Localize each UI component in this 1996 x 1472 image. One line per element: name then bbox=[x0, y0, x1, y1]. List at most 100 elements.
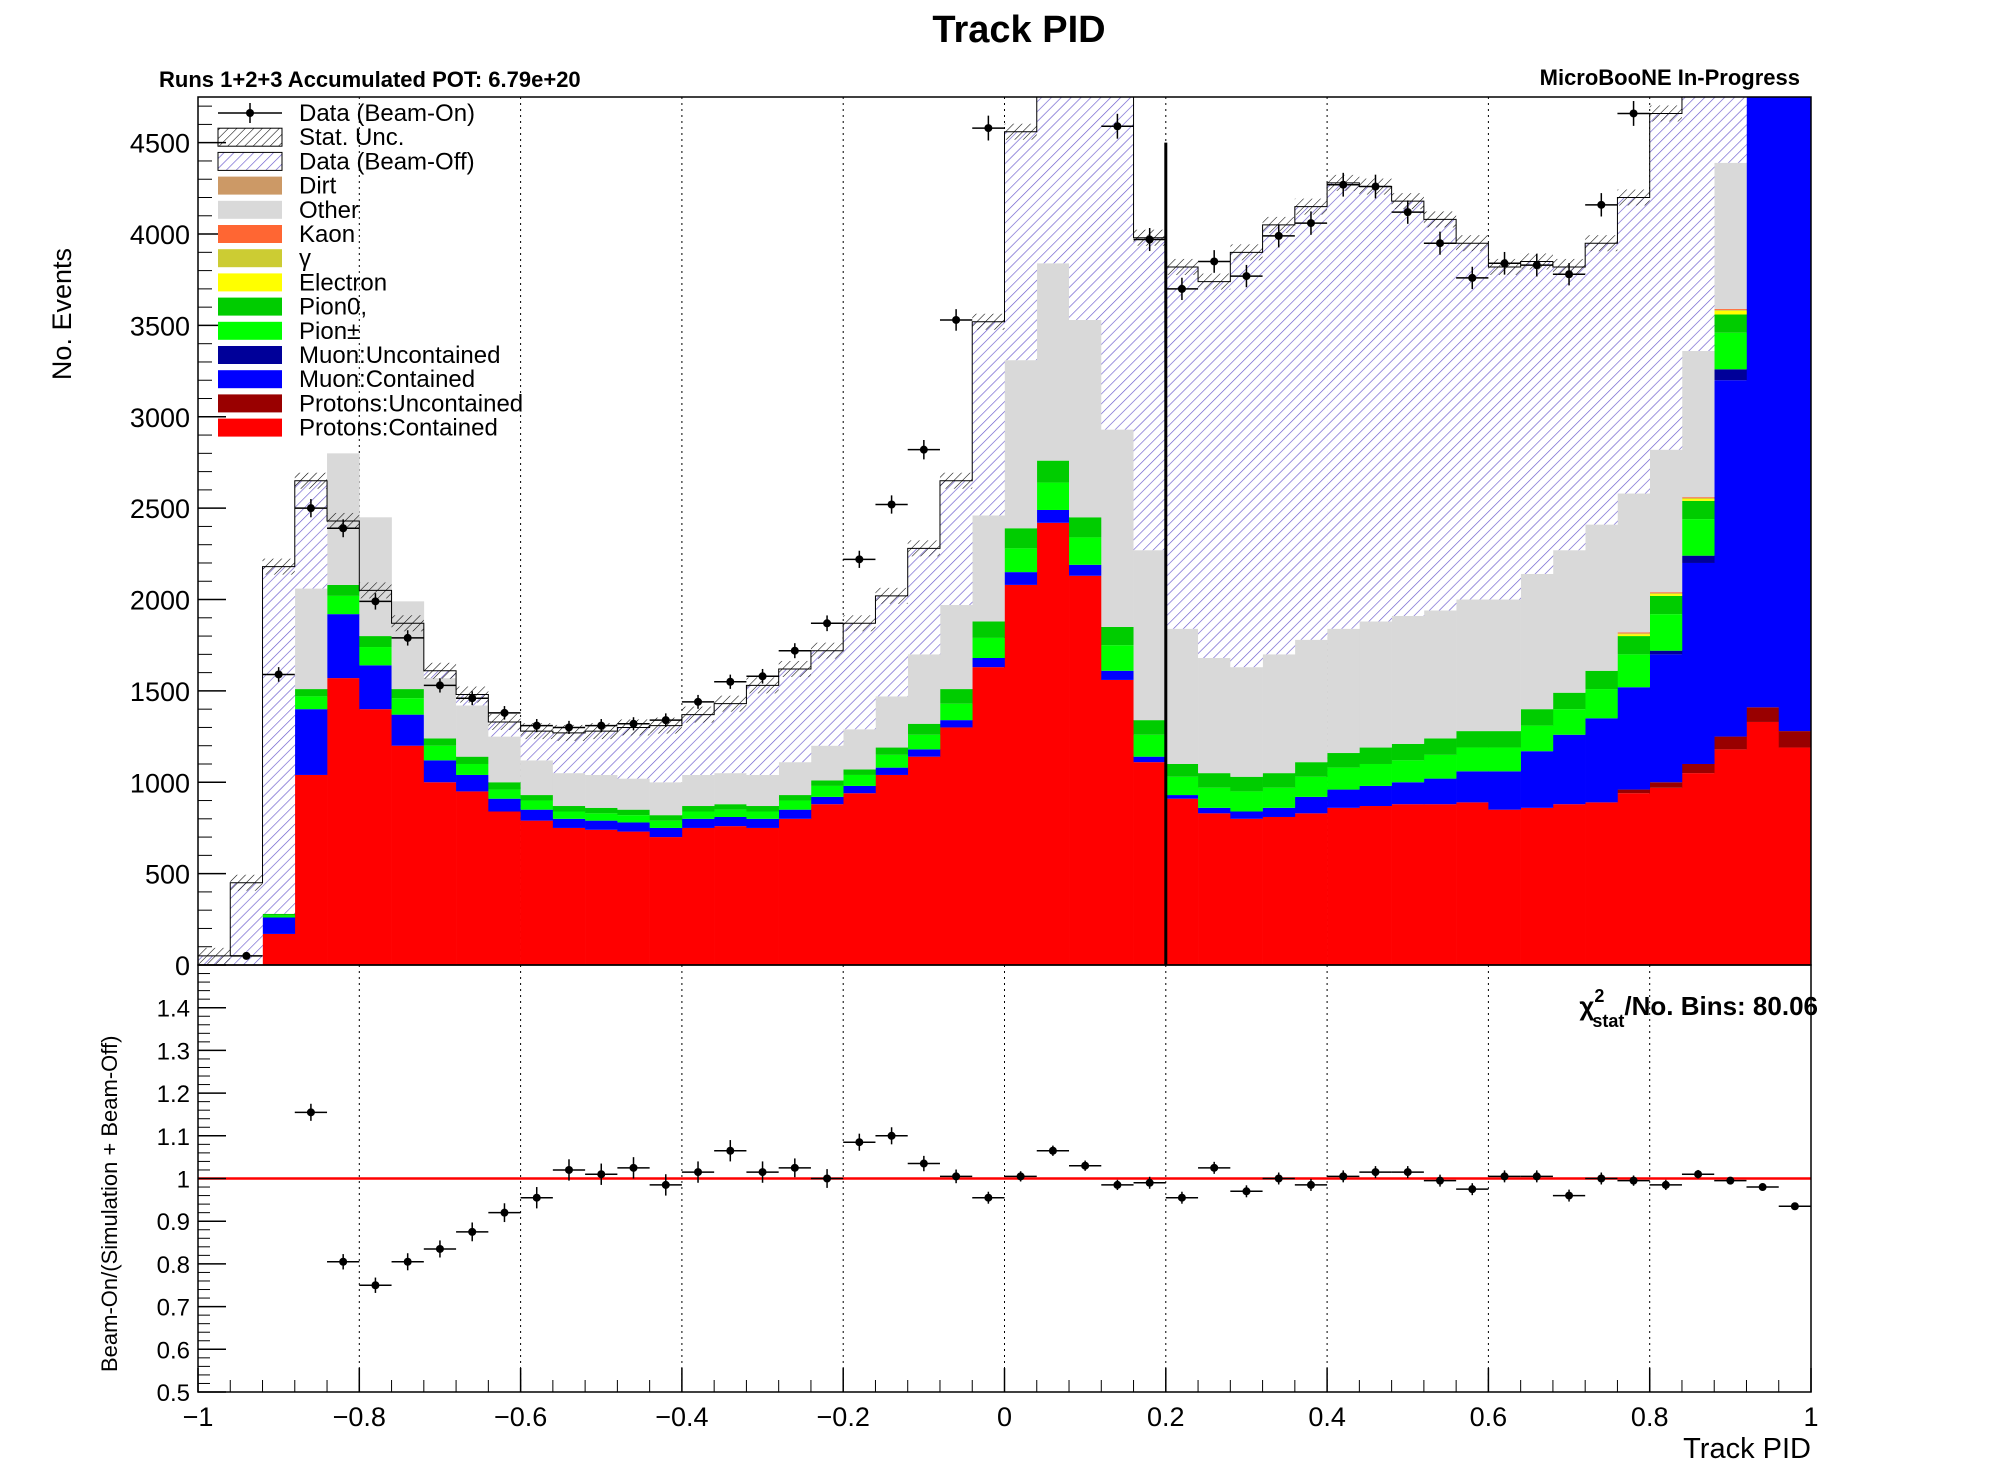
bar-pion- bbox=[810, 785, 844, 797]
x-tick-label: 0.8 bbox=[1631, 1402, 1669, 1432]
bar-pion0- bbox=[423, 738, 457, 746]
bar-pion- bbox=[1488, 747, 1521, 772]
data-point bbox=[875, 495, 908, 514]
bar-pion0- bbox=[294, 689, 328, 697]
bar-muon-contained bbox=[972, 658, 1005, 668]
x-tick-label: 0 bbox=[997, 1402, 1012, 1432]
data-point bbox=[1585, 193, 1618, 217]
data-point bbox=[681, 694, 715, 709]
bar-other bbox=[1488, 599, 1521, 732]
bar-beam-off bbox=[939, 480, 973, 606]
data-point bbox=[714, 674, 747, 689]
data-point bbox=[520, 719, 553, 733]
bar-other bbox=[875, 696, 909, 748]
bar-protons-contained bbox=[778, 818, 812, 965]
bar-muon-uncontained bbox=[1649, 650, 1683, 655]
ratio-y-axis: 0.5 0.6 0.7 0.8 0.9 1 1.1 1.2 1.3 1.4 bbox=[157, 973, 226, 1407]
legend-entry: Pion0, bbox=[218, 294, 367, 321]
ratio-y-tick-label: 0.7 bbox=[157, 1295, 190, 1322]
legend-label: Electron bbox=[299, 269, 387, 296]
bar-pion0- bbox=[1681, 500, 1715, 520]
bar-beam-off bbox=[617, 727, 650, 779]
x-tick-label: 0.2 bbox=[1147, 1402, 1185, 1432]
bar-other bbox=[1585, 524, 1618, 671]
x-tick-label: −0.2 bbox=[817, 1402, 870, 1432]
bar-protons-contained bbox=[1198, 813, 1231, 965]
bar-pion- bbox=[1327, 767, 1360, 790]
bar-protons-contained bbox=[1520, 807, 1554, 965]
bar-pion- bbox=[1004, 548, 1038, 573]
bar-protons-contained bbox=[1294, 813, 1328, 965]
bar-muon-contained bbox=[1423, 778, 1457, 805]
data-point bbox=[746, 668, 779, 684]
bar-pion0- bbox=[262, 913, 296, 916]
bar-protons-contained bbox=[681, 827, 715, 965]
bar-muon-contained bbox=[1778, 97, 1812, 732]
data-point bbox=[1391, 200, 1424, 224]
bar-protons-contained bbox=[1423, 804, 1457, 965]
bar-muon-contained bbox=[1294, 796, 1328, 814]
bar-kaon bbox=[1649, 592, 1683, 594]
ratio-point bbox=[972, 1191, 1005, 1204]
bar-beam-off bbox=[649, 725, 683, 783]
legend-entry: Muon:Contained bbox=[218, 366, 475, 393]
bar-pion0- bbox=[456, 756, 489, 764]
legend-entry: Kaon bbox=[218, 221, 355, 248]
bar-other bbox=[1391, 615, 1425, 744]
data-point bbox=[585, 719, 618, 733]
bar-muon-contained bbox=[1391, 782, 1425, 805]
bar-pion0- bbox=[1165, 763, 1199, 777]
legend-entry: Muon:Uncontained bbox=[218, 342, 500, 369]
bar-pion- bbox=[1069, 537, 1102, 565]
bar-pion- bbox=[778, 800, 812, 810]
bar-protons-uncontained bbox=[1746, 707, 1780, 722]
bar-beam-off bbox=[972, 321, 1005, 516]
bar-other bbox=[520, 760, 554, 796]
ratio-point bbox=[327, 1254, 360, 1270]
bar-pion- bbox=[1552, 709, 1586, 735]
ratio-point bbox=[456, 1222, 489, 1242]
legend-entry: Stat. Unc. bbox=[217, 124, 404, 151]
bar-pion- bbox=[1681, 519, 1715, 556]
bar-other bbox=[681, 774, 715, 807]
bar-beam-off bbox=[1488, 266, 1521, 600]
data-point bbox=[488, 706, 521, 720]
bar-muon-contained bbox=[1069, 564, 1102, 576]
bar-other bbox=[1101, 429, 1134, 627]
ratio-point bbox=[1488, 1170, 1521, 1183]
bar-beam-off bbox=[1004, 131, 1038, 361]
bar-pion- bbox=[1456, 747, 1489, 772]
bar-other bbox=[843, 729, 876, 770]
legend-entry: γ bbox=[218, 245, 311, 272]
bar-pion0- bbox=[1101, 626, 1134, 646]
bar-beam-off bbox=[1230, 252, 1263, 668]
ratio-point bbox=[1649, 1179, 1682, 1191]
y-tick-label: 2500 bbox=[130, 494, 190, 524]
bar-other bbox=[1456, 599, 1489, 732]
bar-pion- bbox=[520, 800, 554, 810]
bar-other bbox=[359, 517, 392, 637]
bar-other bbox=[649, 782, 683, 816]
top-y-axis-label: No. Events bbox=[47, 248, 77, 380]
top-y-axis: 0 500 1000 1500 2000 2500 3000 3500 4000 4500 bbox=[130, 105, 226, 981]
legend-entry: Protons:Uncontained bbox=[218, 390, 523, 417]
bar-pion0- bbox=[1520, 709, 1554, 726]
bar-pion- bbox=[907, 734, 941, 750]
data-point bbox=[1262, 224, 1295, 248]
bar-- bbox=[1714, 309, 1747, 311]
y-tick-label: 4500 bbox=[130, 129, 190, 159]
bar-beam-off bbox=[294, 480, 328, 589]
bar-pion0- bbox=[843, 769, 876, 775]
bar-protons-contained bbox=[1617, 793, 1650, 965]
bar-beam-off bbox=[1294, 206, 1328, 640]
x-tick-label: −0.4 bbox=[655, 1402, 708, 1432]
data-point bbox=[1198, 250, 1231, 273]
ratio-y-tick-label: 0.9 bbox=[157, 1209, 190, 1236]
bar-protons-contained bbox=[1778, 747, 1812, 965]
legend-entry: Other bbox=[218, 197, 359, 224]
legend-label: Other bbox=[299, 197, 359, 224]
bar-muon-contained bbox=[714, 816, 747, 827]
bar-muon-contained bbox=[1198, 807, 1231, 814]
ratio-y-tick-label: 0.6 bbox=[157, 1337, 190, 1364]
